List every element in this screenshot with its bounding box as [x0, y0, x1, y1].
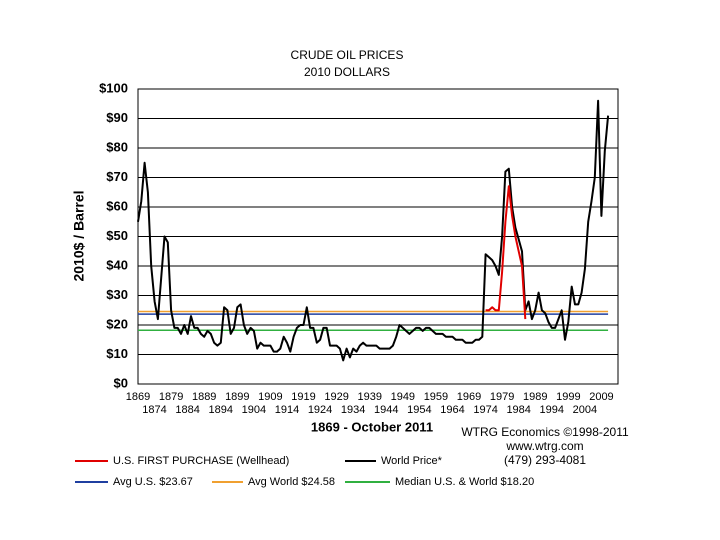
x-tick-label: 1894	[209, 404, 233, 416]
x-tick-label: 1959	[424, 391, 448, 403]
y-tick-label: $40	[106, 257, 128, 272]
x-tick-label: 1914	[275, 404, 299, 416]
x-tick-label: 1924	[308, 404, 332, 416]
x-tick-label: 1999	[556, 391, 580, 403]
y-tick-label: $20	[106, 316, 128, 331]
series-line	[485, 185, 527, 320]
annotation: WTRG Economics ©1998-2011	[461, 425, 629, 439]
plot-frame	[137, 88, 619, 385]
x-tick-label: 1974	[473, 404, 497, 416]
y-tick-label: $90	[106, 110, 128, 125]
x-tick-label: 1989	[523, 391, 547, 403]
legend-label: World Price*	[381, 455, 443, 467]
x-tick-label: 1969	[457, 391, 481, 403]
y-tick-label: $10	[106, 346, 128, 361]
x-tick-label: 1979	[490, 391, 514, 403]
chart-subtitle: 2010 DOLLARS	[304, 65, 390, 79]
x-tick-label: 1954	[407, 404, 431, 416]
x-tick-label: 1934	[341, 404, 365, 416]
x-tick-label: 1904	[242, 404, 266, 416]
x-tick-label: 1874	[142, 404, 166, 416]
x-tick-label: 1899	[225, 391, 249, 403]
x-tick-label: 1869	[126, 391, 150, 403]
x-tick-label: 2009	[589, 391, 613, 403]
x-axis-label: 1869 - October 2011	[311, 419, 433, 434]
x-tick-label: 1939	[357, 391, 381, 403]
x-tick-label: 1944	[374, 404, 398, 416]
y-axis-label: 2010$ / Barrel	[71, 190, 87, 281]
y-tick-label: $30	[106, 287, 128, 302]
x-tick-label: 1909	[258, 391, 282, 403]
x-tick-label: 1964	[440, 404, 464, 416]
x-tick-label: 1994	[540, 404, 564, 416]
x-tick-label: 1889	[192, 391, 216, 403]
x-tick-label: 1929	[324, 391, 348, 403]
legend-label: Avg U.S. $23.67	[113, 476, 193, 488]
legend-label: Median U.S. & World $18.20	[395, 476, 534, 488]
y-tick-label: $50	[106, 228, 128, 243]
x-tick-label: 1884	[175, 404, 199, 416]
y-tick-label: $100	[99, 80, 128, 95]
x-tick-label: 2004	[573, 404, 597, 416]
y-tick-label: $80	[106, 139, 128, 154]
y-tick-label: $70	[106, 169, 128, 184]
x-tick-label: 1919	[291, 391, 315, 403]
x-tick-label: 1984	[506, 404, 530, 416]
x-tick-label: 1879	[159, 391, 183, 403]
series-line	[137, 99, 610, 362]
y-tick-label: $0	[114, 375, 128, 390]
legend-label: Avg World $24.58	[248, 476, 335, 488]
annotation: (479) 293-4081	[504, 453, 586, 467]
legend-label: U.S. FIRST PURCHASE (Wellhead)	[113, 455, 289, 467]
y-tick-label: $60	[106, 198, 128, 213]
chart-title: CRUDE OIL PRICES	[291, 48, 404, 62]
annotation: www.wtrg.com	[505, 439, 583, 453]
x-tick-label: 1949	[391, 391, 415, 403]
